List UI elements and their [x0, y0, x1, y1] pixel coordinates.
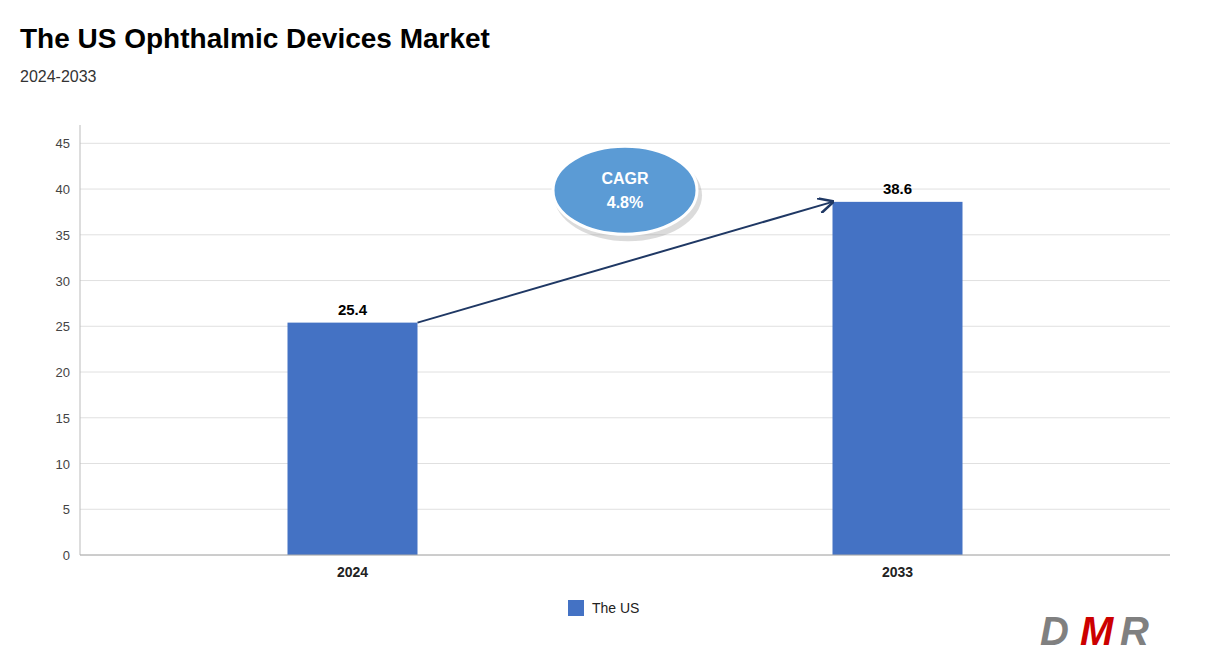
data-label: 38.6: [883, 180, 912, 197]
y-tick-label: 15: [56, 411, 70, 426]
logo-letter: R: [1120, 609, 1149, 653]
logo-letter: M: [1080, 609, 1115, 653]
annotation: CAGR: [601, 170, 649, 187]
y-tick-label: 45: [56, 136, 70, 151]
grid-line: [80, 326, 1170, 327]
grid-line: [80, 280, 1170, 281]
y-tick-label: 25: [56, 319, 70, 334]
subtitle: 2024-2033: [20, 68, 97, 85]
y-tick-label: 0: [63, 548, 70, 563]
x-axis-line: [80, 555, 1170, 556]
y-axis-line: [80, 125, 81, 555]
logo-letter: D: [1040, 609, 1069, 653]
y-tick-label: 40: [56, 182, 70, 197]
legend: The US: [568, 600, 639, 616]
legend-entry: The US: [592, 600, 639, 616]
y-tick-label: 30: [56, 274, 70, 289]
y-tick-label: 20: [56, 365, 70, 380]
grid-line: [80, 372, 1170, 373]
y-tick-label: 10: [56, 457, 70, 472]
chart: The US Ophthalmic Devices Market 2024-203…: [0, 0, 1216, 663]
bars: [288, 202, 963, 555]
bar: [288, 323, 418, 555]
grid-line: [80, 555, 1170, 556]
data-label: 25.4: [338, 301, 368, 318]
x-tick-label: 2024: [337, 564, 368, 580]
y-tick-label: 35: [56, 228, 70, 243]
grid: [80, 143, 1170, 555]
grid-line: [80, 417, 1170, 418]
badge: [553, 146, 697, 234]
x-tick-label: 2033: [882, 564, 913, 580]
grid-line: [80, 143, 1170, 144]
legend-swatch: [568, 600, 584, 616]
annotation: 4.8%: [607, 194, 643, 211]
title: The US Ophthalmic Devices Market: [20, 23, 490, 54]
grid-line: [80, 463, 1170, 464]
y-tick-label: 5: [63, 502, 70, 517]
bar: [833, 202, 963, 555]
grid-line: [80, 509, 1170, 510]
